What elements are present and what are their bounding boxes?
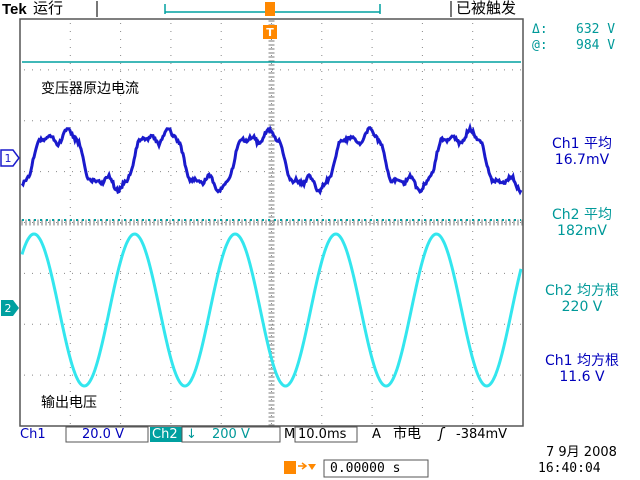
- trigger-slope-icon: ʃ: [439, 427, 444, 441]
- measurement-title: Ch2 均方根: [524, 284, 640, 298]
- ch2-scale[interactable]: 200 V: [212, 428, 250, 441]
- ch2-trace-label: 输出电压: [41, 396, 97, 410]
- cursor-at-value: 984 V: [576, 39, 615, 52]
- trigger-marker-label: T: [266, 26, 274, 39]
- ch1-trace-label: 变压器原边电流: [41, 82, 139, 96]
- header-divider: [96, 1, 98, 17]
- measurement-value: 16.7mV: [524, 153, 640, 167]
- ch1-scale[interactable]: 20.0 V: [82, 428, 124, 441]
- ch1-label: Ch1: [20, 428, 46, 441]
- trigger-offset-icon: [284, 461, 316, 474]
- trigger-level[interactable]: -384mV: [456, 428, 507, 441]
- trigger-status: 已被触发: [456, 1, 516, 16]
- svg-text:2: 2: [5, 302, 12, 315]
- measurement-title: Ch1 均方根: [524, 354, 640, 368]
- measurement-title: Ch1 平均: [524, 137, 640, 151]
- trigger-offset-value[interactable]: 0.00000 s: [330, 462, 400, 475]
- svg-text:1: 1: [5, 152, 12, 165]
- cursor-delta-value: 632 V: [576, 23, 615, 36]
- header-divider: [450, 1, 452, 17]
- date-readout: 7 9月 2008: [546, 446, 617, 459]
- trigger-position-marker: T: [263, 25, 277, 39]
- ch1-ground-marker: 1: [1, 150, 19, 166]
- time-label: M: [284, 428, 295, 441]
- measurement-title: Ch2 平均: [524, 208, 640, 222]
- measurement-value: 220 V: [524, 300, 640, 314]
- ch2-ground-marker: 2: [1, 300, 19, 316]
- time-scale[interactable]: 10.0ms: [298, 428, 346, 441]
- ch2-coupling-icon: ↓: [186, 428, 197, 441]
- trigger-type: 市电: [393, 427, 421, 441]
- brand-logo: Tek: [2, 2, 27, 17]
- ch2-label[interactable]: Ch2: [152, 428, 178, 441]
- cursor-delta-label: Δ:: [532, 23, 548, 36]
- measurement-value: 182mV: [524, 224, 640, 238]
- cursor-at-label: @:: [532, 39, 548, 52]
- trigger-source: A: [372, 428, 381, 441]
- measurement-value: 11.6 V: [524, 370, 640, 384]
- time-readout: 16:40:04: [538, 462, 601, 475]
- run-state: 运行: [33, 1, 63, 16]
